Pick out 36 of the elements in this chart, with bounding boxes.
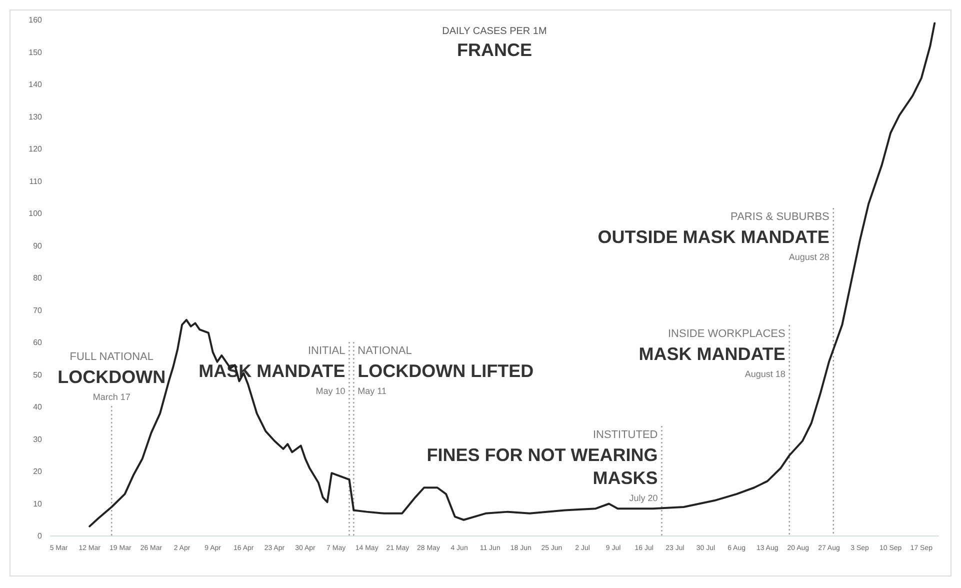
y-tick-label: 80 — [33, 274, 43, 283]
y-tick-label: 0 — [38, 532, 43, 541]
annotation: FULL NATIONAL — [70, 351, 154, 363]
y-tick-label: 160 — [28, 16, 43, 25]
y-tick-label: 120 — [28, 144, 43, 154]
annotation: MASK MANDATE — [638, 344, 786, 364]
text: DAILY CASES PER 1M — [442, 26, 547, 37]
y-tick-label: 30 — [33, 434, 43, 444]
annotation: INITIAL — [308, 345, 346, 357]
y-tick-label: 150 — [28, 48, 43, 57]
y-tick-label: 90 — [33, 241, 43, 250]
y-tick-label: 40 — [33, 402, 43, 412]
annotation: NATIONAL — [358, 345, 412, 357]
ref-line-label: August 28 — [788, 252, 830, 262]
y-tick-label: 10 — [33, 499, 43, 508]
ref-line-label: July 20 — [629, 493, 658, 503]
annotation: LOCKDOWN — [58, 367, 166, 387]
annotation: OUTSIDE MASK MANDATE — [598, 227, 830, 247]
y-tick-label: 60 — [33, 338, 43, 348]
ref-line-label: March 17 — [92, 392, 130, 402]
y-tick-label: 130 — [28, 112, 43, 122]
annotation: FINES FOR NOT WEARING MASKS — [426, 445, 658, 488]
ref-line-label: May 10 — [316, 386, 346, 396]
ref-line-label: August 18 — [744, 369, 786, 379]
y-tick-label: 50 — [33, 370, 43, 380]
y-tick-label: 20 — [33, 467, 43, 476]
y-tick-label: 70 — [33, 306, 43, 315]
annotation: PARIS & SUBURBS — [730, 211, 830, 223]
y-tick-label: 110 — [29, 176, 43, 186]
y-tick-label: 100 — [28, 209, 43, 218]
ref-line-label: May 11 — [358, 386, 387, 396]
annotation: INSTITUTED — [592, 429, 658, 441]
y-tick-label: 140 — [28, 80, 43, 90]
annotation: LOCKDOWN LIFTED — [358, 361, 534, 381]
text: FRANCE — [457, 40, 532, 60]
annotation: INSIDE WORKPLACES — [668, 328, 786, 340]
